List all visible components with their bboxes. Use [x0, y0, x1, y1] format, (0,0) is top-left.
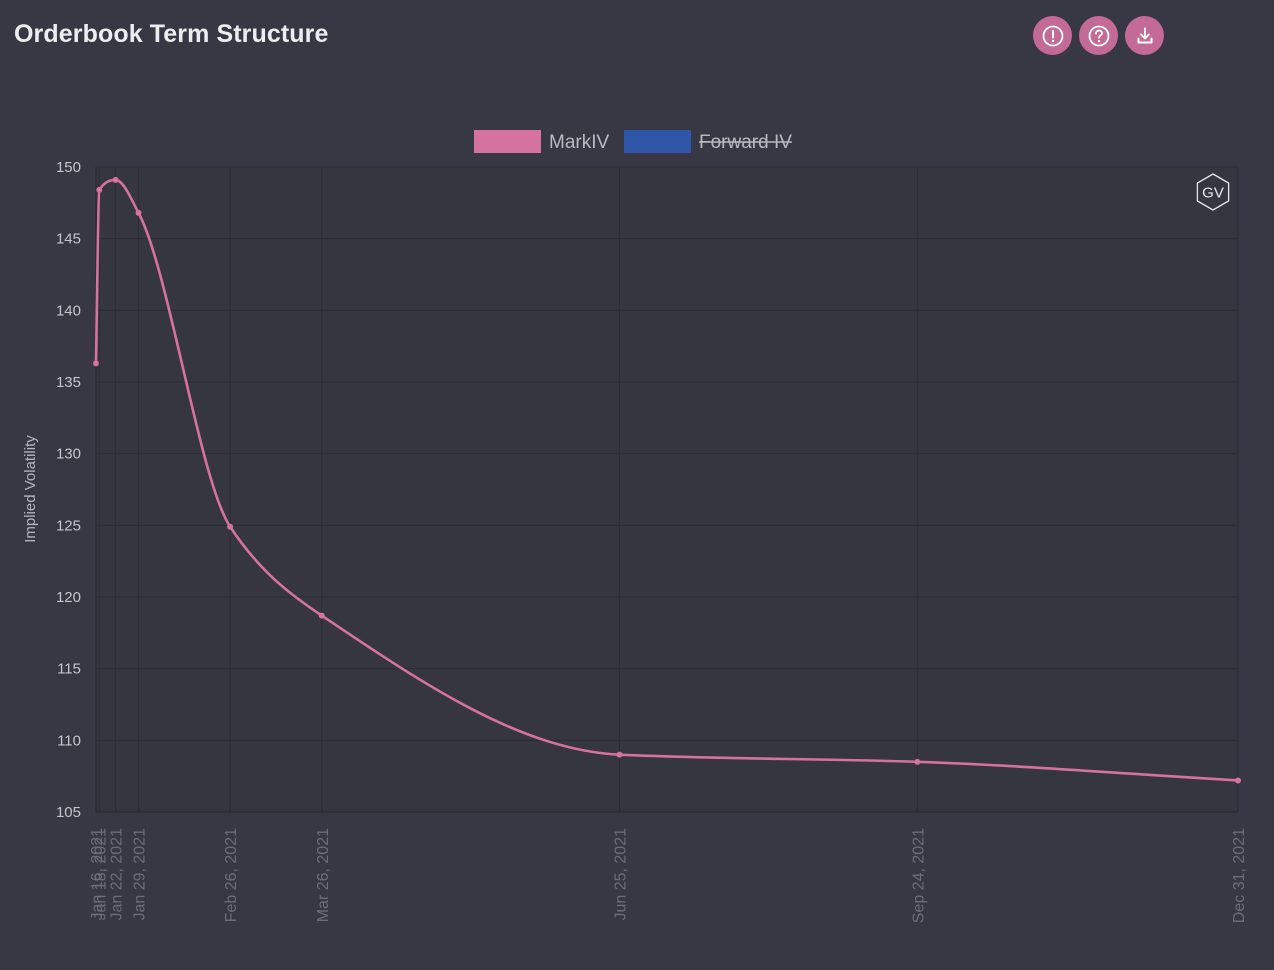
legend-swatch: [624, 130, 691, 153]
x-tick-label: Dec 31, 2021: [1231, 828, 1248, 923]
y-tick-label: 105: [56, 804, 81, 821]
logo-hexagon: [1196, 173, 1230, 211]
data-point[interactable]: [227, 523, 234, 530]
x-tick-label: Jun 25, 2021: [613, 828, 630, 921]
series-line-markiv: [94, 178, 1239, 782]
data-point[interactable]: [112, 176, 119, 183]
data-point[interactable]: [96, 186, 103, 193]
data-point[interactable]: [616, 751, 623, 758]
data-point[interactable]: [914, 758, 921, 765]
grid-lines: [95, 166, 1239, 813]
question-circle-icon: [1088, 25, 1109, 46]
x-tick-label: Jan 16, 2021: [89, 828, 106, 921]
download-icon: [1137, 27, 1152, 43]
data-point[interactable]: [1235, 777, 1241, 784]
data-point[interactable]: [318, 612, 325, 619]
page-title: Orderbook Term Structure: [14, 20, 329, 48]
y-tick-label: 130: [56, 446, 81, 463]
alert-button[interactable]: [1033, 16, 1072, 55]
legend-swatch: [474, 130, 541, 153]
y-tick-label: 110: [57, 732, 81, 749]
download-button[interactable]: [1125, 16, 1164, 55]
logo-text: GV: [1202, 185, 1224, 202]
y-tick-label: 125: [56, 517, 81, 534]
hexagon-logo-icon: GV: [1196, 173, 1230, 211]
exclamation-circle-icon: [1042, 25, 1063, 46]
y-tick-label: 135: [56, 374, 81, 391]
legend-item-markiv[interactable]: MarkIV: [474, 130, 610, 153]
x-tick-label: Sep 24, 2021: [910, 828, 927, 923]
x-tick-label: Jan 29, 2021: [132, 828, 149, 921]
y-axis-title: Implied Volatility: [22, 435, 39, 543]
y-tick-label: 140: [56, 302, 81, 319]
legend-item-forward-iv[interactable]: Forward IV: [624, 130, 792, 153]
plot-area: [96, 167, 1238, 812]
legend-label: MarkIV: [549, 132, 610, 153]
y-tick-label: 120: [56, 589, 81, 606]
help-button[interactable]: [1079, 16, 1118, 55]
x-tick-label: Feb 26, 2021: [223, 828, 240, 922]
y-tick-label: 115: [57, 661, 81, 678]
data-point[interactable]: [93, 360, 99, 367]
y-tick-label: 145: [56, 231, 81, 248]
x-tick-label: Jan 18, 2021: [92, 828, 109, 921]
data-point[interactable]: [135, 209, 142, 216]
y-tick-label: 150: [56, 159, 81, 176]
x-tick-label: Jan 22, 2021: [109, 828, 126, 921]
x-tick-label: Mar 26, 2021: [315, 828, 332, 922]
